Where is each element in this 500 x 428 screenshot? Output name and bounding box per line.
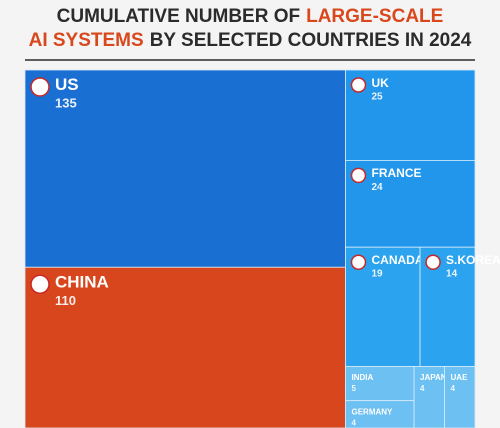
treemap-cell bbox=[345, 366, 415, 402]
cell-label: S.KOREA bbox=[446, 253, 500, 267]
flag-icon bbox=[425, 254, 441, 270]
title-part: CUMULATIVE NUMBER OF bbox=[57, 6, 300, 27]
chart-title: AI SYSTEMS BY SELECTED COUNTRIES IN 2024 bbox=[29, 30, 472, 51]
cell-label: GERMANY bbox=[351, 407, 393, 416]
chart-title: CUMULATIVE NUMBER OF LARGE-SCALE bbox=[57, 6, 444, 27]
treemap-cell bbox=[345, 69, 476, 161]
title-part: AI SYSTEMS bbox=[29, 30, 144, 51]
cell-label: FRANCE bbox=[371, 166, 421, 180]
treemap-cell bbox=[24, 266, 346, 428]
cell-value: 25 bbox=[371, 91, 383, 102]
flag-icon bbox=[30, 274, 50, 295]
cell-label: UAE bbox=[451, 373, 469, 382]
title-part: LARGE-SCALE bbox=[306, 6, 443, 27]
flag-icon bbox=[350, 77, 367, 93]
cell-value: 4 bbox=[451, 384, 456, 393]
cell-label: UK bbox=[371, 76, 389, 90]
title-part: BY SELECTED COUNTRIES IN 2024 bbox=[150, 30, 472, 51]
cell-value: 19 bbox=[371, 269, 383, 280]
cell-label: CANADA bbox=[371, 253, 423, 267]
cell-value: 4 bbox=[420, 384, 425, 393]
cell-label: CHINA bbox=[55, 272, 109, 291]
cell-value: 14 bbox=[446, 269, 458, 280]
cell-label: JAPAN bbox=[420, 373, 447, 382]
flag-icon bbox=[350, 254, 367, 270]
cell-label: INDIA bbox=[351, 373, 373, 382]
cell-value: 110 bbox=[55, 293, 76, 308]
cell-value: 4 bbox=[351, 418, 356, 427]
treemap-cell bbox=[444, 366, 476, 428]
cell-value: 5 bbox=[351, 384, 356, 393]
treemap-cell bbox=[419, 246, 476, 367]
flag-icon bbox=[350, 167, 367, 184]
flag-icon bbox=[30, 77, 50, 97]
cell-value: 135 bbox=[55, 96, 77, 111]
cell-value: 24 bbox=[371, 182, 383, 193]
cell-label: US bbox=[55, 75, 79, 94]
